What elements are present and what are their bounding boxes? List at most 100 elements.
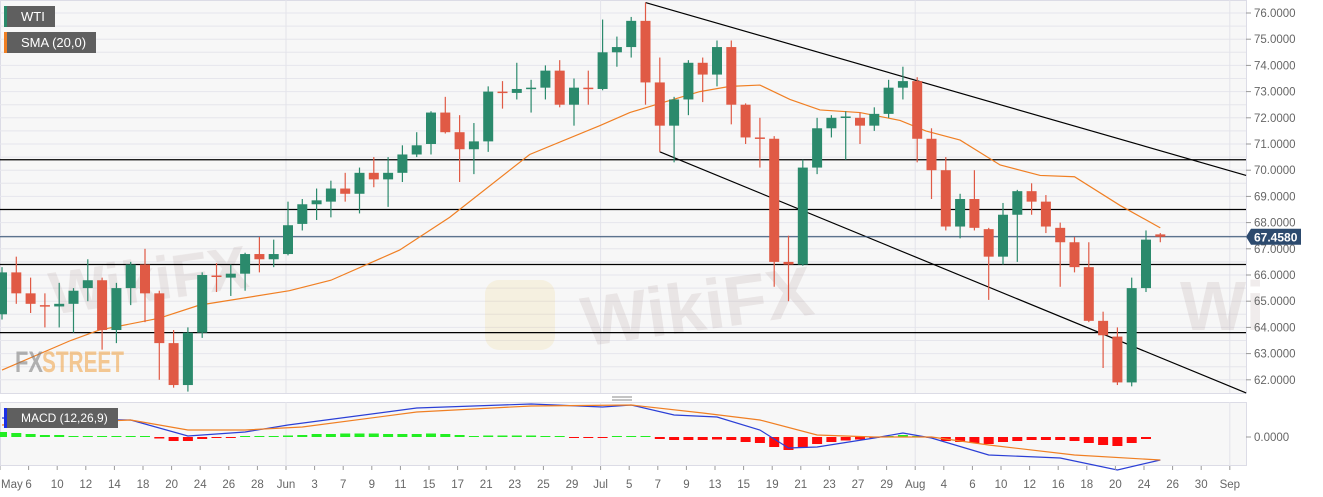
candle-up[interactable] (354, 172, 365, 194)
candle-down[interactable] (926, 138, 937, 171)
candle-down[interactable] (583, 87, 594, 90)
candle-up[interactable] (225, 273, 236, 278)
candle-up[interactable] (197, 275, 208, 333)
candle-down[interactable] (640, 20, 651, 83)
candle-up[interactable] (426, 112, 436, 144)
candle-up[interactable] (483, 91, 494, 142)
candle-down[interactable] (697, 62, 708, 75)
candle-up[interactable] (182, 332, 193, 386)
x-tick-label: 16 (1052, 479, 1065, 491)
candle-up[interactable] (0, 272, 7, 315)
candle-down[interactable] (754, 137, 765, 139)
candle-up[interactable] (383, 172, 394, 180)
candle-up[interactable] (411, 145, 422, 155)
candle-down[interactable] (855, 117, 865, 126)
y-tick-label: 69.0000 (1254, 191, 1296, 203)
candle-down[interactable] (25, 293, 36, 304)
candle-down[interactable] (1155, 234, 1166, 237)
candle-up[interactable] (826, 117, 837, 129)
macd-histogram-bar (640, 436, 651, 437)
macd-histogram-bar (1055, 437, 1066, 440)
candle-down[interactable] (340, 188, 351, 194)
candle-up[interactable] (511, 88, 522, 93)
candle-down[interactable] (154, 293, 165, 344)
candle-down[interactable] (368, 172, 379, 180)
candle-up[interactable] (54, 303, 65, 307)
panel-resize-handle[interactable] (612, 396, 632, 401)
candle-down[interactable] (1098, 320, 1109, 336)
candle-down[interactable] (39, 305, 50, 307)
candle-up[interactable] (683, 62, 694, 100)
candle-up[interactable] (797, 167, 808, 265)
candle-up[interactable] (669, 99, 680, 126)
candle-up[interactable] (111, 288, 122, 331)
legend-sma[interactable]: SMA (20,0) (4, 32, 97, 53)
candle-up[interactable] (611, 47, 622, 53)
candle-down[interactable] (740, 104, 751, 138)
candle-up[interactable] (1012, 191, 1023, 215)
macd-panel-background[interactable] (0, 402, 1247, 466)
candle-up[interactable] (268, 254, 279, 260)
candle-down[interactable] (11, 272, 22, 294)
y-tick-label: 71.0000 (1254, 139, 1296, 151)
candle-up[interactable] (283, 225, 293, 255)
candle-down[interactable] (1112, 336, 1123, 383)
candle-down[interactable] (97, 280, 108, 331)
candle-down[interactable] (969, 199, 980, 228)
candle-up[interactable] (68, 290, 79, 304)
candle-up[interactable] (125, 264, 136, 289)
candle-up[interactable] (397, 154, 408, 173)
candle-down[interactable] (783, 261, 794, 265)
candle-up[interactable] (540, 70, 551, 88)
macd-histogram-bar (125, 436, 136, 437)
candle-down[interactable] (140, 264, 150, 294)
candle-down[interactable] (1040, 201, 1051, 227)
candle-down[interactable] (654, 82, 665, 126)
candle-up[interactable] (597, 52, 608, 89)
candle-down[interactable] (554, 70, 565, 105)
candle-down[interactable] (440, 112, 451, 133)
candle-up[interactable] (840, 116, 851, 118)
legend-macd[interactable]: MACD (12,26,9) (4, 408, 118, 428)
candle-down[interactable] (912, 81, 923, 139)
macd-histogram-bar (1040, 437, 1051, 440)
candle-up[interactable] (955, 199, 966, 227)
x-tick-label: 20 (165, 479, 178, 491)
candle-up[interactable] (297, 204, 308, 224)
legend-wti[interactable]: WTI (4, 6, 55, 27)
candle-up[interactable] (569, 87, 579, 105)
candle-down[interactable] (940, 170, 951, 227)
candle-up[interactable] (998, 214, 1008, 257)
candle-down[interactable] (254, 254, 265, 260)
candle-down[interactable] (769, 138, 780, 262)
candle-up[interactable] (325, 188, 336, 202)
candle-down[interactable] (497, 91, 508, 94)
candle-up[interactable] (626, 20, 637, 48)
candle-up[interactable] (1126, 288, 1137, 383)
candle-up[interactable] (897, 81, 908, 88)
channel-trendline[interactable] (659, 151, 1247, 394)
channel-trendline[interactable] (645, 1, 1247, 177)
candle-up[interactable] (311, 200, 322, 205)
candle-down[interactable] (1069, 242, 1080, 268)
candle-up[interactable] (526, 87, 537, 90)
candle-up[interactable] (812, 128, 823, 168)
candle-up[interactable] (883, 87, 894, 114)
candle-down[interactable] (1083, 267, 1094, 321)
candle-down[interactable] (1026, 191, 1037, 202)
candle-down[interactable] (211, 275, 222, 278)
candle-down[interactable] (168, 343, 179, 386)
candle-up[interactable] (869, 113, 880, 126)
candle-up[interactable] (712, 47, 722, 75)
candle-down[interactable] (1055, 227, 1066, 243)
candle-up[interactable] (468, 141, 479, 150)
candle-up[interactable] (240, 254, 251, 274)
candle-down[interactable] (454, 132, 465, 150)
macd-histogram-bar (82, 436, 93, 437)
candle-up[interactable] (1141, 239, 1151, 289)
candle-down[interactable] (983, 229, 994, 257)
x-tick-label: 23 (823, 479, 836, 491)
candle-down[interactable] (726, 47, 737, 105)
wikifx-logo-mark (485, 280, 555, 350)
candle-up[interactable] (82, 280, 93, 289)
